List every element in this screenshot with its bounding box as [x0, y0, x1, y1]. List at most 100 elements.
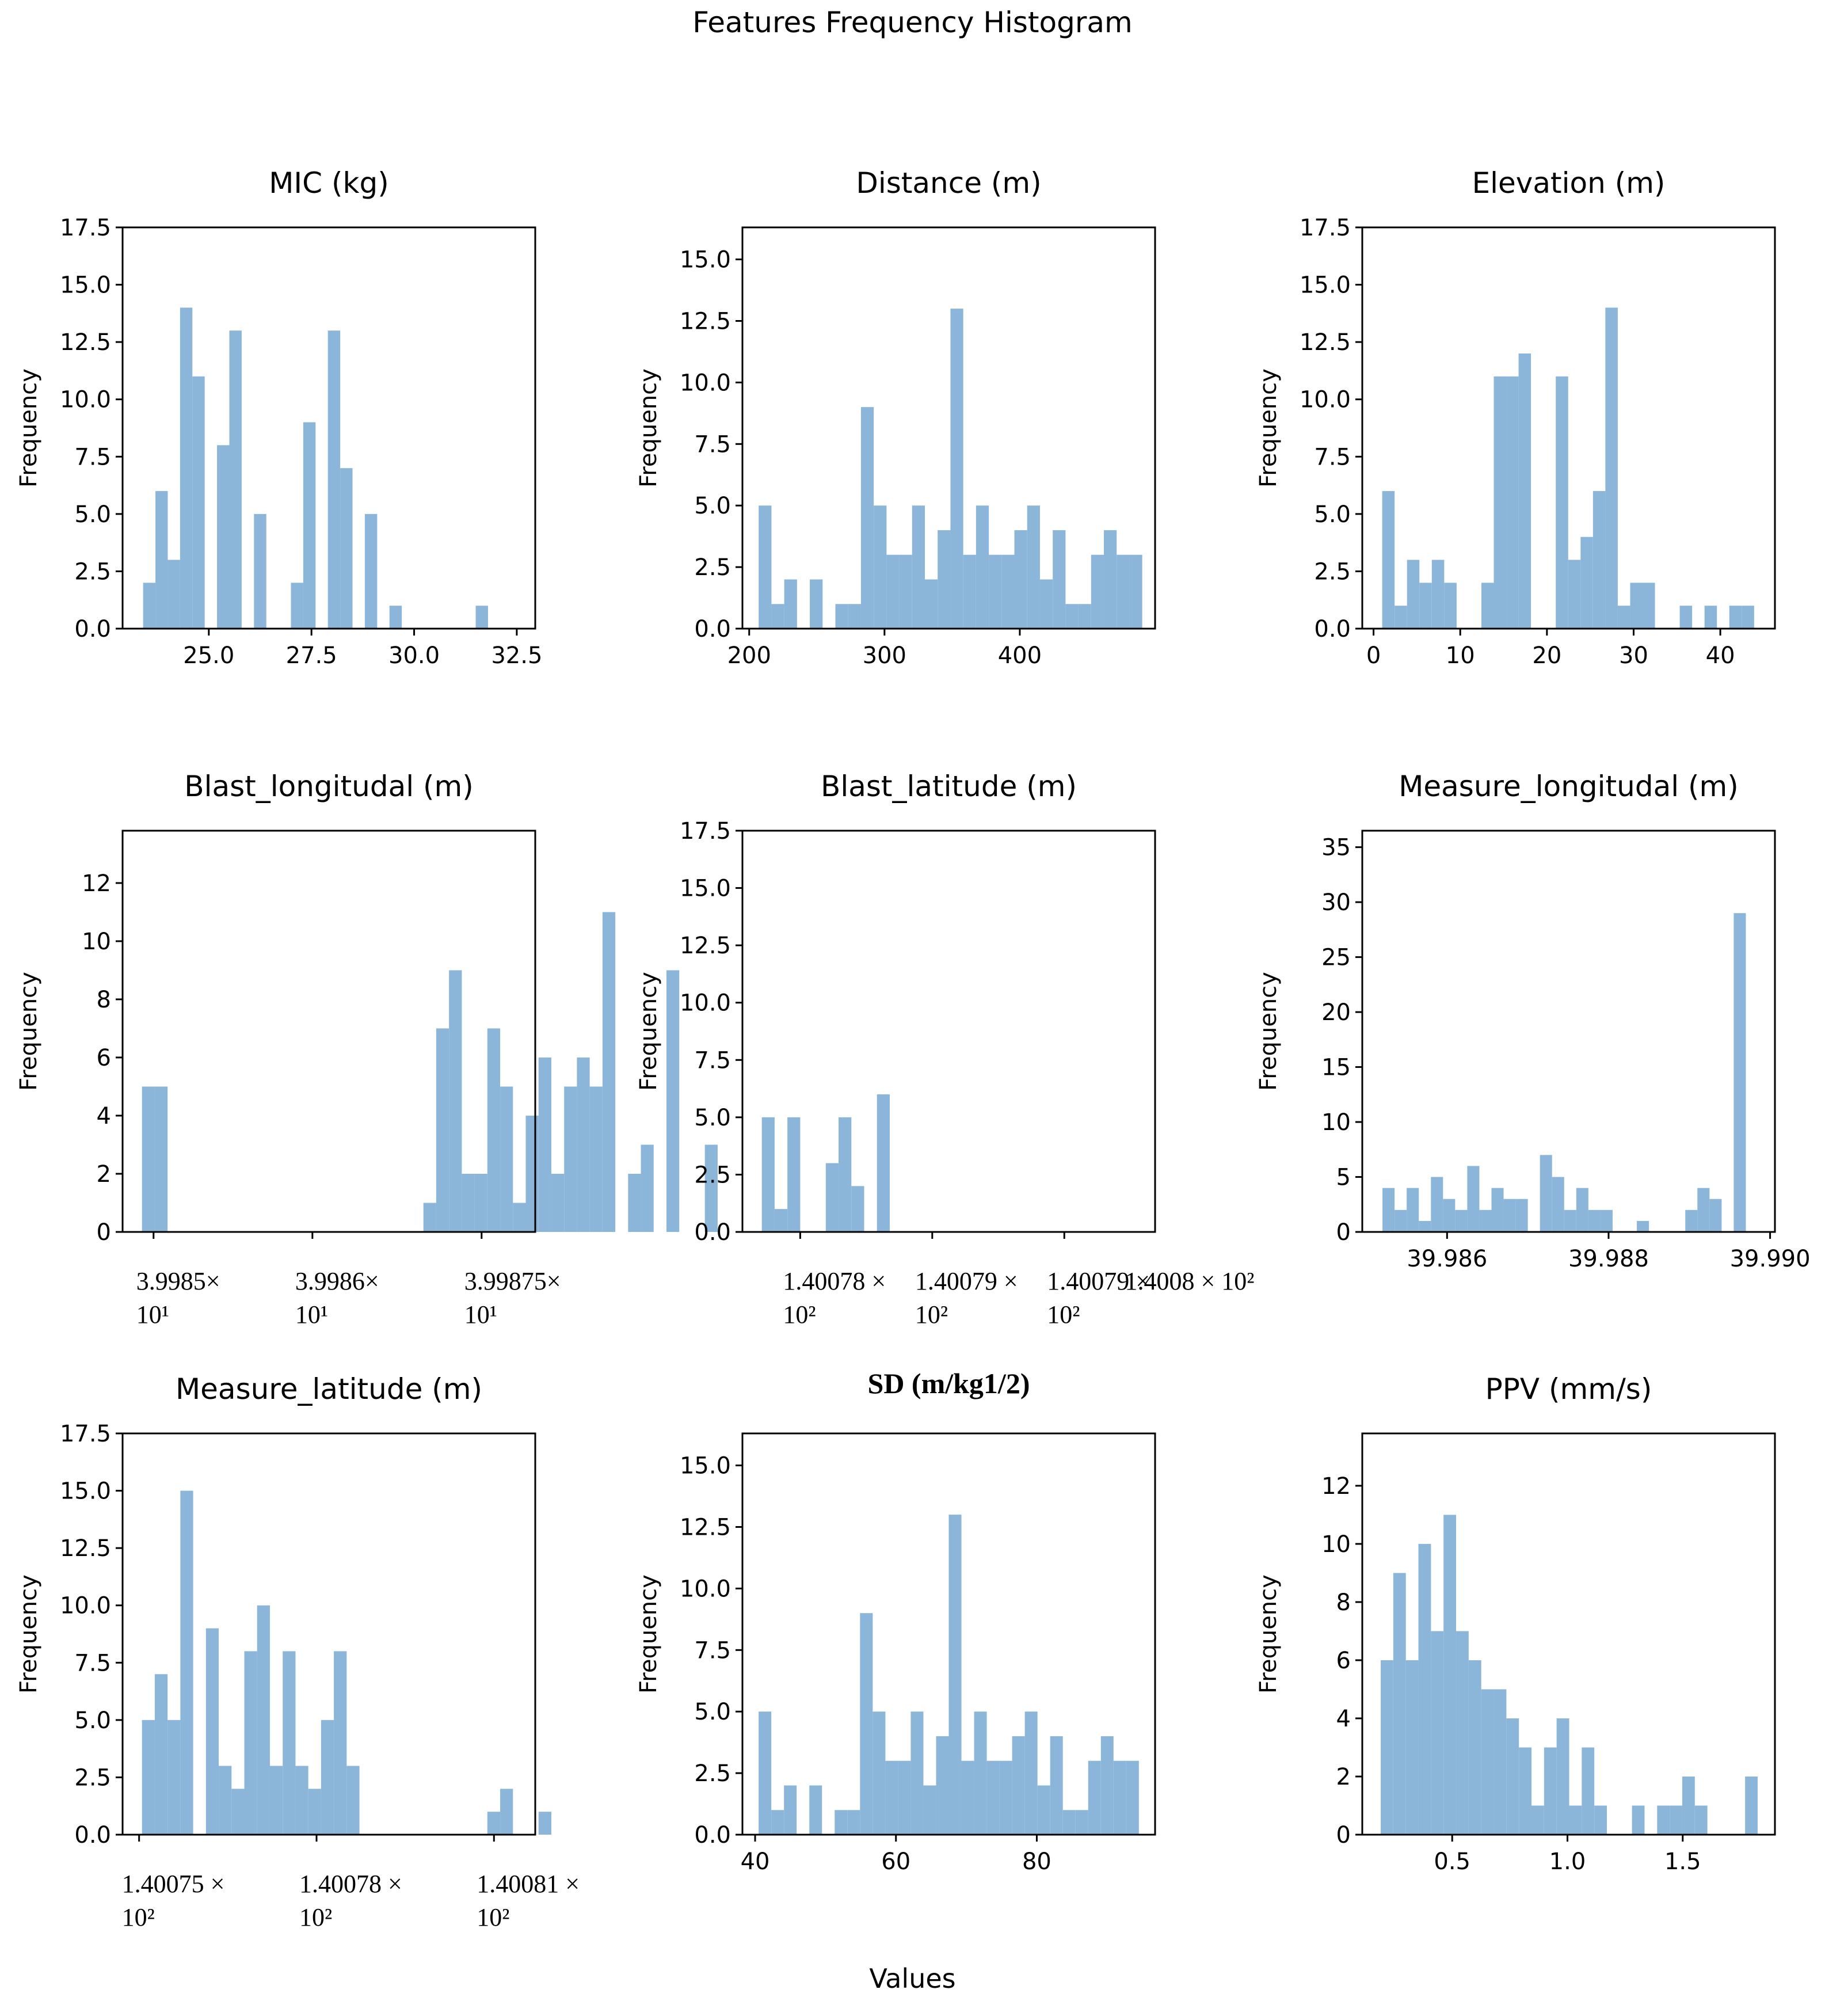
x-tick-label: 30: [1619, 642, 1648, 669]
histogram-bar: [321, 1720, 334, 1835]
histogram-bar: [1503, 1199, 1516, 1232]
histogram-bar: [449, 970, 462, 1232]
y-tick-label: 0.0: [1314, 616, 1351, 642]
histogram-bar: [1576, 1188, 1588, 1232]
histogram-bar: [974, 1711, 987, 1835]
histogram-bar: [1129, 554, 1142, 629]
histogram-bar: [759, 1711, 772, 1835]
y-tick-label: 2.5: [694, 554, 731, 581]
histogram-bar: [1395, 1209, 1407, 1232]
histogram-bar: [205, 1628, 219, 1835]
histogram-bar: [1027, 505, 1040, 629]
histogram-bar: [167, 1720, 181, 1835]
y-tick-label: 6: [1336, 1648, 1351, 1674]
histogram-bar: [1742, 606, 1754, 629]
histogram-bar: [308, 1789, 321, 1835]
y-tick-label: 17.5: [1300, 215, 1351, 241]
histogram-bar: [1506, 1718, 1519, 1835]
histogram-bar: [303, 422, 316, 629]
histogram-bar: [1540, 1155, 1552, 1232]
x-tick-label: 1.40078 ×: [783, 1267, 886, 1295]
x-tick-label: 10: [1446, 642, 1475, 669]
histogram-bar: [1544, 1747, 1557, 1835]
y-axis-label: Frequency: [635, 972, 662, 1091]
histogram-bar: [1518, 353, 1531, 629]
chart-blast-longitudal-m: 0 2 4 6 8 10 12 3.9985× 10¹ 3.9986× 10¹ 3.99875× 10¹…: [16, 770, 718, 1329]
y-tick-label: 15.0: [60, 272, 111, 299]
histogram-bar: [1682, 1776, 1695, 1835]
y-tick-label: 6: [97, 1045, 111, 1071]
y-tick-label: 30: [1321, 889, 1351, 916]
y-tick-label: 12.5: [1300, 329, 1351, 356]
histogram-bar: [1467, 1166, 1480, 1232]
y-tick-label: 7.5: [694, 1047, 731, 1074]
chart-title: Blast_longitudal (m): [184, 770, 473, 803]
y-tick-label: 7.5: [74, 444, 111, 470]
histogram-bar: [564, 1086, 577, 1232]
y-tick-label: 17.5: [60, 1421, 111, 1447]
y-tick-label: 12.5: [680, 1514, 731, 1540]
chart-measure-longitudal-m: 0 5 10 15 20 25 30 35 39.986 39.988 39.990 Frequenc…: [1255, 770, 1811, 1272]
axes-frame: [121, 226, 536, 630]
axes-frame: [121, 830, 536, 1233]
histogram-bar: [835, 604, 848, 629]
histogram-bar: [167, 560, 180, 629]
y-tick-label: 0.0: [694, 1219, 731, 1246]
histogram-bar: [475, 606, 488, 629]
histogram-bar: [1685, 1209, 1698, 1232]
histogram-bar: [1745, 1776, 1758, 1835]
histogram-bar: [155, 491, 168, 629]
histogram-bar: [666, 970, 680, 1232]
x-tick-label: 39.986: [1407, 1246, 1487, 1272]
histogram-bar: [1395, 606, 1407, 629]
histogram-bar: [1113, 1760, 1126, 1835]
y-axis-label: Frequency: [1255, 972, 1282, 1091]
histogram-bar: [839, 1117, 852, 1232]
histogram-bar: [1617, 606, 1630, 629]
histogram-bar: [231, 1789, 245, 1835]
x-tick-label: 39.990: [1730, 1246, 1811, 1272]
x-tick-label: 10¹: [464, 1300, 497, 1329]
histogram-bar: [847, 1810, 860, 1835]
y-tick-label: 0: [97, 1219, 111, 1246]
histogram-bar: [1468, 1660, 1481, 1835]
histogram-bar: [295, 1766, 308, 1835]
histogram-bar: [885, 1760, 898, 1835]
histogram-bar: [1605, 307, 1618, 629]
axes-frame: [1361, 830, 1776, 1233]
histogram-bar: [810, 579, 823, 629]
y-tick-label: 5: [1336, 1165, 1351, 1191]
histogram-bar: [1493, 376, 1507, 629]
histogram-bar: [474, 1173, 487, 1232]
histogram-bar: [1594, 1805, 1607, 1835]
y-axis-label: Frequency: [635, 1574, 662, 1694]
y-tick-label: 8: [97, 987, 111, 1013]
histogram-bar: [1100, 1736, 1114, 1835]
histogram-bar: [1694, 1805, 1708, 1835]
chart-title: Elevation (m): [1472, 166, 1666, 200]
histogram-bar: [143, 583, 156, 629]
histogram-bar: [825, 1163, 839, 1232]
y-tick-label: 15.0: [680, 247, 731, 273]
histogram-bar: [961, 1760, 974, 1835]
chart-elevation-m: 0.0 2.5 5.0 7.5 10.0 12.5 15.0 17.5 0 10 20 30 40 Fre…: [1255, 166, 1776, 669]
x-tick-label: 10²: [122, 1903, 155, 1931]
y-tick-label: 17.5: [680, 818, 731, 845]
y-axis-label: Frequency: [1255, 368, 1282, 488]
y-tick-label: 5.0: [694, 1105, 731, 1131]
histogram-bar: [848, 604, 861, 629]
y-tick-label: 0.0: [74, 1822, 111, 1848]
x-tick-label: 40: [741, 1848, 770, 1875]
y-tick-label: 0.0: [694, 1822, 731, 1848]
y-tick-label: 12: [82, 870, 111, 897]
histogram-bar: [1679, 606, 1693, 629]
histogram-bar: [851, 1186, 864, 1232]
chart-title: Measure_latitude (m): [176, 1372, 482, 1406]
y-tick-label: 2: [97, 1161, 111, 1188]
histogram-bar: [1481, 583, 1494, 629]
histogram-bar: [784, 579, 797, 629]
axes-frame: [1361, 1432, 1776, 1836]
histogram-bar: [589, 1086, 603, 1232]
histogram-bar: [462, 1173, 475, 1232]
x-tick-label: 39.988: [1568, 1246, 1649, 1272]
